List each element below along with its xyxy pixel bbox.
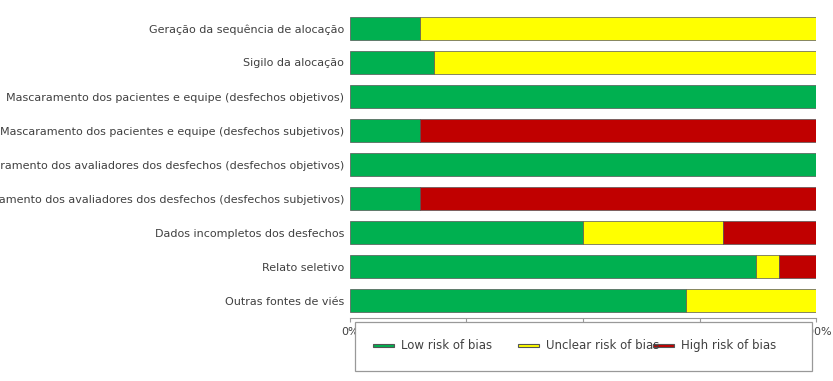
Bar (350, 153, 816, 176)
Bar (350, 119, 420, 142)
Bar (686, 289, 816, 312)
FancyBboxPatch shape (355, 322, 811, 371)
FancyBboxPatch shape (518, 344, 539, 347)
Bar (434, 51, 816, 74)
Bar (350, 255, 756, 278)
Bar (779, 255, 816, 278)
Bar (583, 221, 723, 244)
FancyBboxPatch shape (653, 344, 674, 347)
Bar (350, 289, 686, 312)
Bar (350, 51, 434, 74)
Bar (350, 221, 583, 244)
FancyBboxPatch shape (373, 344, 394, 347)
Text: Low risk of bias: Low risk of bias (402, 339, 492, 352)
Bar (420, 119, 816, 142)
Text: High risk of bias: High risk of bias (681, 339, 776, 352)
Bar (723, 221, 816, 244)
Bar (350, 187, 420, 210)
Bar (420, 187, 816, 210)
Bar (420, 17, 816, 40)
Bar (350, 17, 420, 40)
Bar (756, 255, 779, 278)
Bar (350, 85, 816, 108)
Text: Unclear risk of bias: Unclear risk of bias (546, 339, 659, 352)
